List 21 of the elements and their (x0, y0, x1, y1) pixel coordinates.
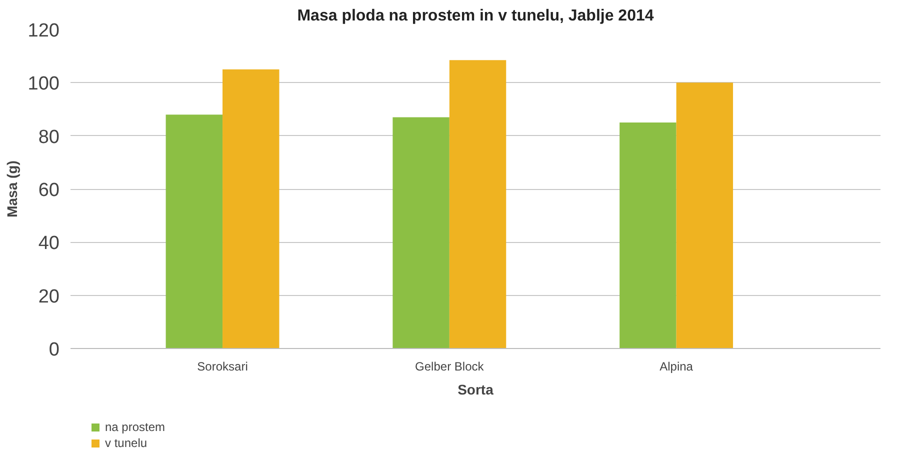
bar (222, 69, 280, 348)
x-tick-label: Soroksari (197, 360, 248, 374)
legend-label: v tunelu (105, 436, 148, 450)
x-tick-label: Alpina (660, 360, 694, 374)
y-tick-label: 80 (38, 126, 60, 148)
y-tick-label: 0 (48, 340, 60, 360)
bar (676, 82, 734, 348)
y-tick-label: 40 (38, 233, 60, 254)
y-tick-label: 100 (28, 74, 60, 95)
legend-label: na prostem (105, 420, 166, 434)
y-tick-label: 120 (28, 20, 60, 42)
bar (166, 114, 223, 348)
chart-title: Masa ploda na prostem in v tunelu, Jablje 2014 (297, 8, 654, 24)
bar (620, 122, 676, 348)
y-tick-label: 20 (38, 286, 60, 308)
bar (392, 117, 450, 348)
bar (449, 60, 506, 348)
y-tick-label: 60 (38, 180, 60, 201)
y-axis-title: Masa (g) (4, 160, 20, 218)
x-axis-title: Sorta (458, 382, 494, 398)
x-tick-label: Gelber Block (415, 360, 485, 374)
